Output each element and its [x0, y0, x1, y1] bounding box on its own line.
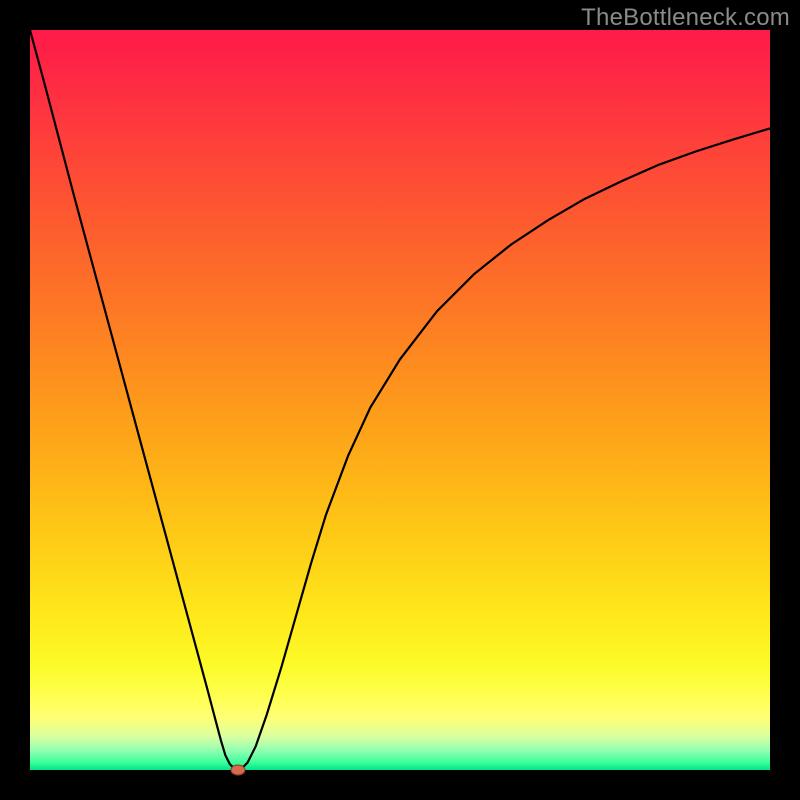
bottleneck-chart	[0, 0, 800, 800]
minimum-marker	[231, 765, 245, 775]
plot-background	[30, 30, 770, 770]
chart-stage: TheBottleneck.com	[0, 0, 800, 800]
watermark-text: TheBottleneck.com	[581, 4, 790, 32]
